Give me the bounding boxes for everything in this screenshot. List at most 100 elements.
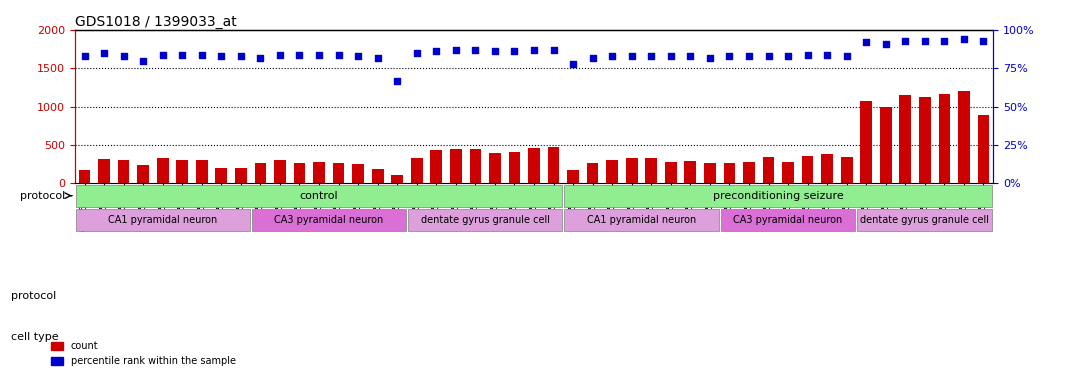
Text: dentate gyrus granule cell: dentate gyrus granule cell	[861, 215, 989, 225]
Point	[311, 51, 328, 57]
Point	[428, 48, 445, 54]
Point	[662, 53, 679, 59]
Legend: count, percentile rank within the sample: count, percentile rank within the sample	[48, 338, 240, 370]
Bar	[450, 149, 461, 183]
Bar	[138, 165, 150, 183]
Bar	[98, 159, 110, 183]
Bar	[157, 158, 169, 183]
Point	[447, 47, 465, 53]
Bar	[743, 162, 755, 183]
Point	[760, 53, 778, 59]
Bar	[313, 162, 325, 183]
Bar	[529, 148, 539, 183]
Bar	[763, 157, 774, 183]
FancyBboxPatch shape	[76, 184, 563, 207]
Bar	[918, 97, 930, 183]
Point	[897, 38, 914, 44]
Point	[233, 53, 250, 59]
Point	[799, 51, 816, 57]
Point	[525, 47, 543, 53]
Point	[780, 53, 797, 59]
Bar	[958, 92, 970, 183]
Point	[370, 55, 387, 61]
Text: dentate gyrus granule cell: dentate gyrus granule cell	[421, 215, 550, 225]
Bar	[899, 95, 911, 183]
Point	[956, 36, 973, 42]
Bar	[489, 153, 501, 183]
Bar	[939, 94, 951, 183]
Point	[467, 47, 484, 53]
Bar	[861, 100, 873, 183]
Bar	[195, 160, 207, 183]
Bar	[294, 163, 305, 183]
Text: GDS1018 / 1399033_at: GDS1018 / 1399033_at	[75, 15, 236, 29]
Point	[76, 53, 93, 59]
Bar	[176, 160, 188, 183]
Bar	[685, 161, 696, 183]
Bar	[411, 158, 423, 183]
Point	[115, 53, 132, 59]
Point	[330, 51, 347, 57]
Bar	[782, 162, 794, 183]
Point	[916, 38, 933, 44]
Point	[408, 50, 425, 56]
Text: protocol: protocol	[19, 190, 65, 201]
Point	[643, 53, 660, 59]
Point	[506, 48, 523, 54]
Point	[349, 53, 366, 59]
Point	[975, 38, 992, 44]
Bar	[333, 163, 345, 183]
Bar	[254, 163, 266, 183]
Point	[838, 53, 855, 59]
Point	[584, 55, 601, 61]
Bar	[977, 115, 989, 183]
Bar	[430, 150, 442, 183]
FancyBboxPatch shape	[252, 209, 406, 231]
Bar	[274, 160, 286, 183]
Point	[252, 55, 269, 61]
Point	[681, 53, 698, 59]
Text: cell type: cell type	[11, 333, 59, 342]
Point	[213, 53, 230, 59]
Text: CA3 pyramidal neuron: CA3 pyramidal neuron	[274, 215, 383, 225]
Point	[193, 51, 210, 57]
Point	[721, 53, 738, 59]
Point	[174, 51, 191, 57]
Bar	[586, 164, 598, 183]
Point	[858, 39, 875, 45]
Bar	[665, 162, 677, 183]
Bar	[626, 159, 638, 183]
FancyBboxPatch shape	[408, 209, 563, 231]
Bar	[567, 170, 579, 183]
Point	[818, 51, 835, 57]
Bar	[352, 164, 364, 183]
FancyBboxPatch shape	[858, 209, 992, 231]
Point	[565, 61, 582, 67]
Point	[290, 51, 308, 57]
Bar	[723, 163, 735, 183]
FancyBboxPatch shape	[564, 209, 719, 231]
Point	[389, 78, 406, 84]
Bar	[880, 107, 892, 183]
FancyBboxPatch shape	[76, 209, 250, 231]
Point	[702, 55, 719, 61]
Text: protocol: protocol	[11, 291, 56, 301]
Bar	[802, 156, 814, 183]
Point	[135, 58, 152, 64]
Point	[545, 47, 562, 53]
Bar	[548, 147, 560, 183]
Bar	[216, 168, 227, 183]
Point	[936, 38, 953, 44]
Bar	[372, 169, 383, 183]
Text: CA1 pyramidal neuron: CA1 pyramidal neuron	[108, 215, 217, 225]
Bar	[607, 160, 618, 183]
FancyBboxPatch shape	[721, 209, 855, 231]
Bar	[79, 170, 91, 183]
Point	[271, 51, 288, 57]
Bar	[645, 158, 657, 183]
Point	[154, 51, 171, 57]
Bar	[821, 154, 833, 183]
Point	[623, 53, 640, 59]
Point	[740, 53, 757, 59]
Bar	[470, 149, 482, 183]
